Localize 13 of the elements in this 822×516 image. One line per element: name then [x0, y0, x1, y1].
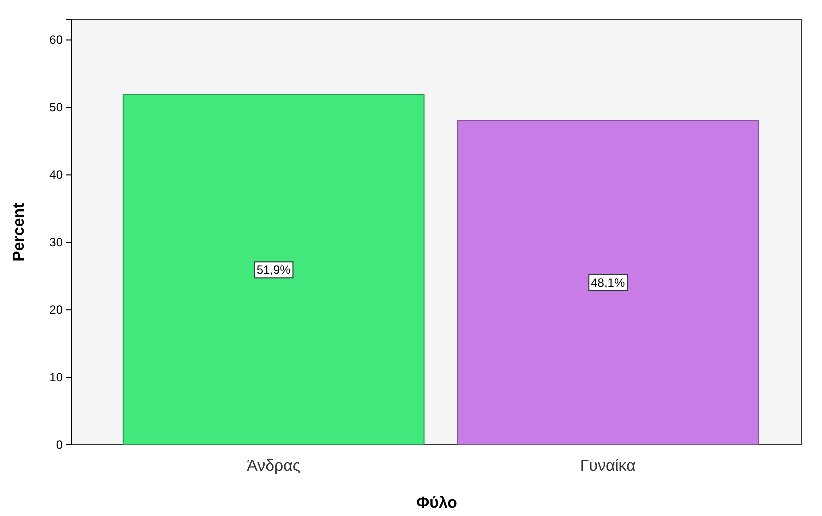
x-tick-label: Άνδρας — [247, 458, 301, 475]
x-tick-label: Γυναίκα — [580, 458, 636, 475]
y-tick-label: 20 — [50, 302, 64, 317]
y-tick-label: 50 — [50, 100, 64, 115]
y-tick-label: 30 — [50, 235, 64, 250]
x-axis-title: Φύλο — [416, 495, 458, 512]
y-axis-title: Percent — [11, 202, 28, 262]
data-label: 51,9% — [256, 263, 292, 278]
y-tick-label: 10 — [50, 370, 64, 384]
data-label: 48,1% — [591, 276, 626, 290]
y-tick-label: 60 — [50, 33, 64, 48]
y-tick-label: 0 — [56, 438, 64, 452]
y-tick-label: 40 — [50, 168, 64, 182]
